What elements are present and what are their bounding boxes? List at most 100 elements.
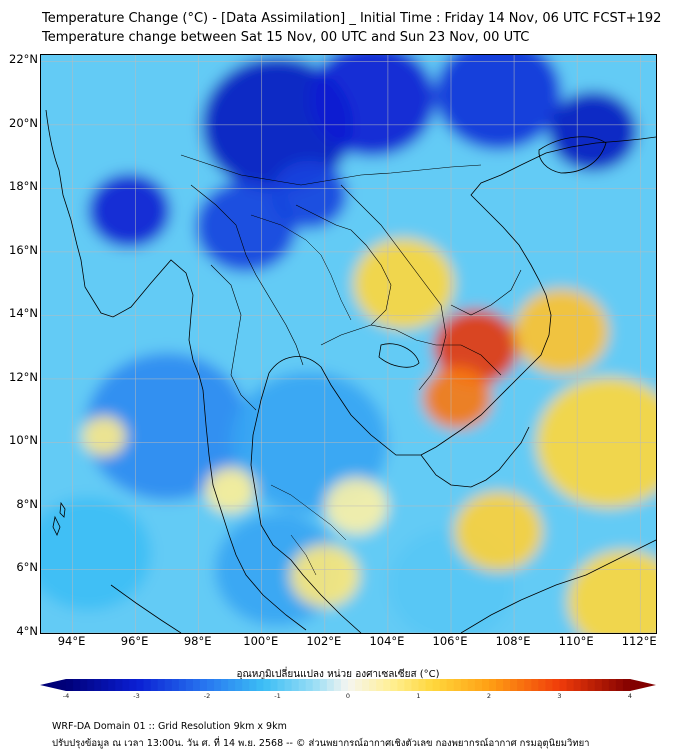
field-blob	[422, 366, 492, 430]
lat-lon-grid	[41, 55, 656, 633]
model-info-footer: WRF-DA Domain 01 :: Grid Resolution 9km …	[52, 721, 287, 732]
colorbar-cell	[467, 679, 476, 691]
colorbar-cell	[312, 679, 321, 691]
colorbar-cell	[101, 679, 109, 691]
colorbar-cell	[73, 679, 81, 691]
colorbar-cell	[319, 679, 328, 691]
lat-tick-label: 10°N	[9, 433, 38, 448]
colorbar-cell	[94, 679, 102, 691]
field-blob	[514, 288, 609, 374]
colorbar-label: อุณหภูมิเปลี่ยนแปลง หน่วย องศาเซลเซียส (…	[236, 669, 440, 680]
colorbar-cell	[545, 679, 553, 691]
colorbar-cell	[622, 679, 631, 691]
colorbar-cell	[143, 679, 152, 691]
colorbar-cell	[362, 679, 370, 691]
lat-tick-label: 8°N	[16, 496, 38, 511]
colorbar-cell	[199, 679, 208, 691]
colorbar-cell	[524, 679, 532, 691]
lat-tick-label: 14°N	[9, 306, 38, 321]
colorbar-cell	[489, 679, 497, 691]
colorbar-right-arrow	[630, 679, 656, 691]
colorbar-cell	[214, 679, 222, 691]
colorbar-cell	[242, 679, 250, 691]
field-blob	[85, 352, 250, 501]
coastlines-and-borders	[45, 109, 656, 633]
credit-footer: ปรับปรุงข้อมูล ณ เวลา 13:00น. วัน ศ. ที่…	[52, 738, 590, 749]
colorbar-cell	[157, 679, 166, 691]
colorbar-cell	[164, 679, 173, 691]
colorbar-cell	[129, 679, 137, 691]
colorbar-cell	[383, 679, 391, 691]
colorbar-cell	[207, 679, 215, 691]
lat-tick-label: 4°N	[16, 624, 38, 638]
colorbar-cell	[171, 679, 180, 691]
lon-tick-label: 100°E	[243, 634, 279, 648]
colorbar-cell	[439, 679, 448, 691]
colorbar-cell	[566, 679, 575, 691]
field-blob	[567, 550, 656, 633]
colorbar-cell	[615, 679, 624, 691]
field-blob	[41, 496, 152, 611]
field-blob	[433, 308, 519, 386]
colorbar-tick-label: -4	[62, 692, 70, 700]
field-blob	[548, 91, 638, 171]
colorbar-cell	[580, 679, 589, 691]
colorbar-cell	[66, 679, 74, 691]
colorbar-tick-label: -2	[203, 692, 211, 700]
colorbar-cell	[221, 679, 229, 691]
field-blob	[271, 160, 347, 229]
colorbar-cell	[249, 679, 257, 691]
lat-tick-label: 12°N	[9, 369, 38, 384]
colorbar-tick-label: 1	[416, 692, 421, 700]
colorbar-cell	[552, 679, 560, 691]
lon-tick-label: 106°E	[432, 634, 468, 648]
lon-tick-label: 108°E	[495, 634, 531, 648]
map-canvas	[41, 55, 656, 633]
colorbar-cell	[348, 679, 356, 691]
colorbar-cell	[531, 679, 539, 691]
colorbar-cell	[115, 679, 123, 691]
lat-tick-label: 18°N	[9, 179, 38, 194]
chart-subtitle: Temperature change between Sat 15 Nov, 0…	[42, 30, 530, 45]
colorbar-cell	[404, 679, 412, 691]
colorbar	[40, 679, 656, 691]
colorbar-left-arrow	[40, 679, 66, 691]
colorbar-cell	[333, 679, 342, 691]
colorbar-cell	[496, 679, 504, 691]
field-blob	[309, 55, 436, 157]
colorbar-cell	[594, 679, 603, 691]
colorbar-cell	[235, 679, 243, 691]
field-blob	[205, 467, 256, 513]
colorbar-cell	[270, 679, 278, 691]
colorbar-cell	[122, 679, 130, 691]
lon-tick-label: 96°E	[120, 634, 149, 648]
colorbar-cell	[390, 679, 398, 691]
lat-tick-label: 6°N	[16, 560, 38, 575]
colorbar-cell	[277, 679, 286, 691]
lon-tick-label: 112°E	[621, 634, 657, 648]
colorbar-cell	[192, 679, 201, 691]
colorbar-tick-label: 3	[557, 692, 562, 700]
colorbar-cell	[256, 679, 264, 691]
colorbar-cell	[80, 679, 88, 691]
colorbar-cell	[376, 679, 384, 691]
lon-tick-label: 98°E	[183, 634, 212, 648]
colorbar-tick-label: -1	[274, 692, 281, 700]
colorbar-tick-label: -3	[133, 692, 140, 700]
colorbar-cell	[601, 679, 610, 691]
colorbar-cell	[284, 679, 293, 691]
temperature-field	[41, 55, 656, 633]
colorbar-cell	[291, 679, 300, 691]
lon-tick-label: 94°E	[57, 634, 86, 648]
colorbar-cell	[538, 679, 546, 691]
lon-tick-label: 104°E	[369, 634, 405, 648]
colorbar-cell	[150, 679, 159, 691]
colorbar-cell	[460, 679, 469, 691]
field-blob	[82, 416, 127, 456]
colorbar-cell	[108, 679, 116, 691]
lat-tick-label: 20°N	[9, 115, 38, 130]
colorbar-cell	[573, 679, 582, 691]
colorbar-cell	[432, 679, 441, 691]
chart-title: Temperature Change (°C) - [Data Assimila…	[42, 11, 662, 26]
lon-tick-label: 102°E	[306, 634, 342, 648]
